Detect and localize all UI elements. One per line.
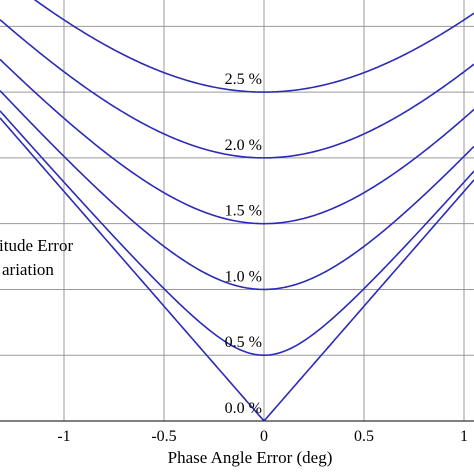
curves bbox=[0, 0, 474, 422]
curve-labels: 0.0 % 0.5 % 1.0 % 1.5 % 2.0 % 2.5 % bbox=[225, 71, 262, 417]
series-curve bbox=[0, 90, 474, 291]
series-curve bbox=[0, 19, 474, 159]
series-label: 2.5 % bbox=[225, 71, 262, 88]
series-curve bbox=[33, 0, 474, 93]
x-tick-label: 0.5 bbox=[354, 428, 374, 445]
x-axis-label: Phase Angle Error (deg) bbox=[168, 448, 333, 467]
series-curve bbox=[0, 117, 474, 422]
x-tick-label: -0.5 bbox=[151, 428, 176, 445]
series-label: 2.0 % bbox=[225, 137, 262, 154]
x-tick-labels: -1 -0.5 0 0.5 1 bbox=[57, 428, 468, 445]
side-label-line-1: itude Error bbox=[0, 236, 73, 255]
grid bbox=[0, 0, 474, 422]
side-label-line-2: ariation bbox=[2, 260, 54, 279]
series-curve bbox=[0, 58, 474, 225]
x-tick-label: -1 bbox=[57, 428, 70, 445]
series-curve bbox=[0, 110, 474, 357]
x-tick-label: 0 bbox=[260, 428, 268, 445]
x-tick-label: 1 bbox=[460, 428, 468, 445]
series-label: 0.5 % bbox=[225, 334, 262, 351]
series-label: 1.0 % bbox=[225, 268, 262, 285]
series-label: 1.5 % bbox=[225, 203, 262, 220]
series-label: 0.0 % bbox=[225, 400, 262, 417]
